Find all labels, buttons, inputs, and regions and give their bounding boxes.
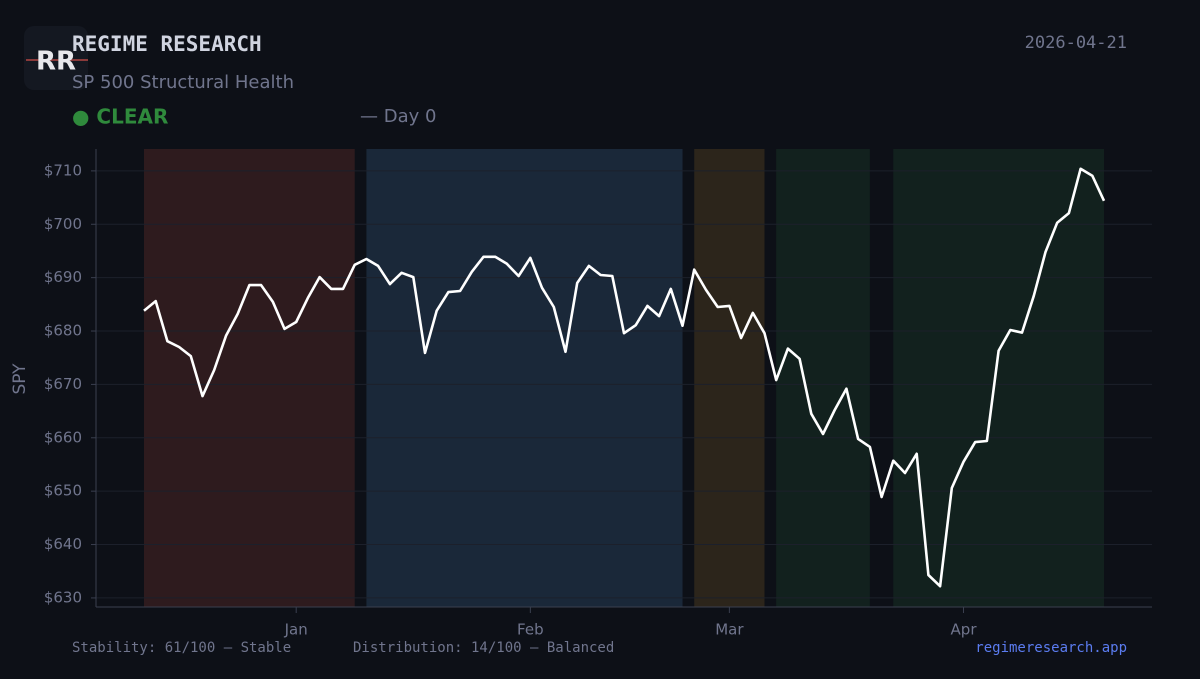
status: ● CLEAR: [72, 105, 168, 129]
logo: RR: [36, 47, 76, 77]
y-tick-label: $710: [44, 161, 82, 179]
y-tick-label: $650: [44, 482, 82, 500]
x-tick-label: Jan: [284, 621, 308, 639]
date: 2026-04-21: [1025, 33, 1127, 53]
brand-title: REGIME RESEARCH: [72, 32, 262, 56]
day-count: — Day 0: [360, 106, 436, 127]
subtitle: SP 500 Structural Health: [72, 72, 294, 93]
x-tick-label: Mar: [715, 621, 744, 639]
y-tick-label: $680: [44, 322, 82, 340]
price-line: [143, 167, 1106, 588]
regime-band: [893, 149, 1104, 607]
distribution: Distribution: 14/100 — Balanced: [353, 640, 614, 656]
logo-bg: [24, 26, 88, 90]
y-tick-label: $700: [44, 215, 82, 233]
y-tick-label: $660: [44, 428, 82, 446]
y-axis-label: SPY: [10, 363, 30, 395]
regime-band: [776, 149, 870, 607]
site-link[interactable]: regimeresearch.app: [975, 640, 1127, 656]
regime-band: [144, 149, 355, 607]
y-tick-label: $690: [44, 268, 82, 286]
regime-band: [366, 149, 683, 607]
y-tick-label: $640: [44, 535, 82, 553]
stability: Stability: 61/100 — Stable: [72, 640, 291, 656]
x-tick-label: Apr: [951, 621, 978, 639]
regime-band: [694, 149, 765, 607]
y-tick-label: $630: [44, 588, 82, 606]
y-tick-label: $670: [44, 375, 82, 393]
x-tick-label: Feb: [517, 621, 544, 639]
